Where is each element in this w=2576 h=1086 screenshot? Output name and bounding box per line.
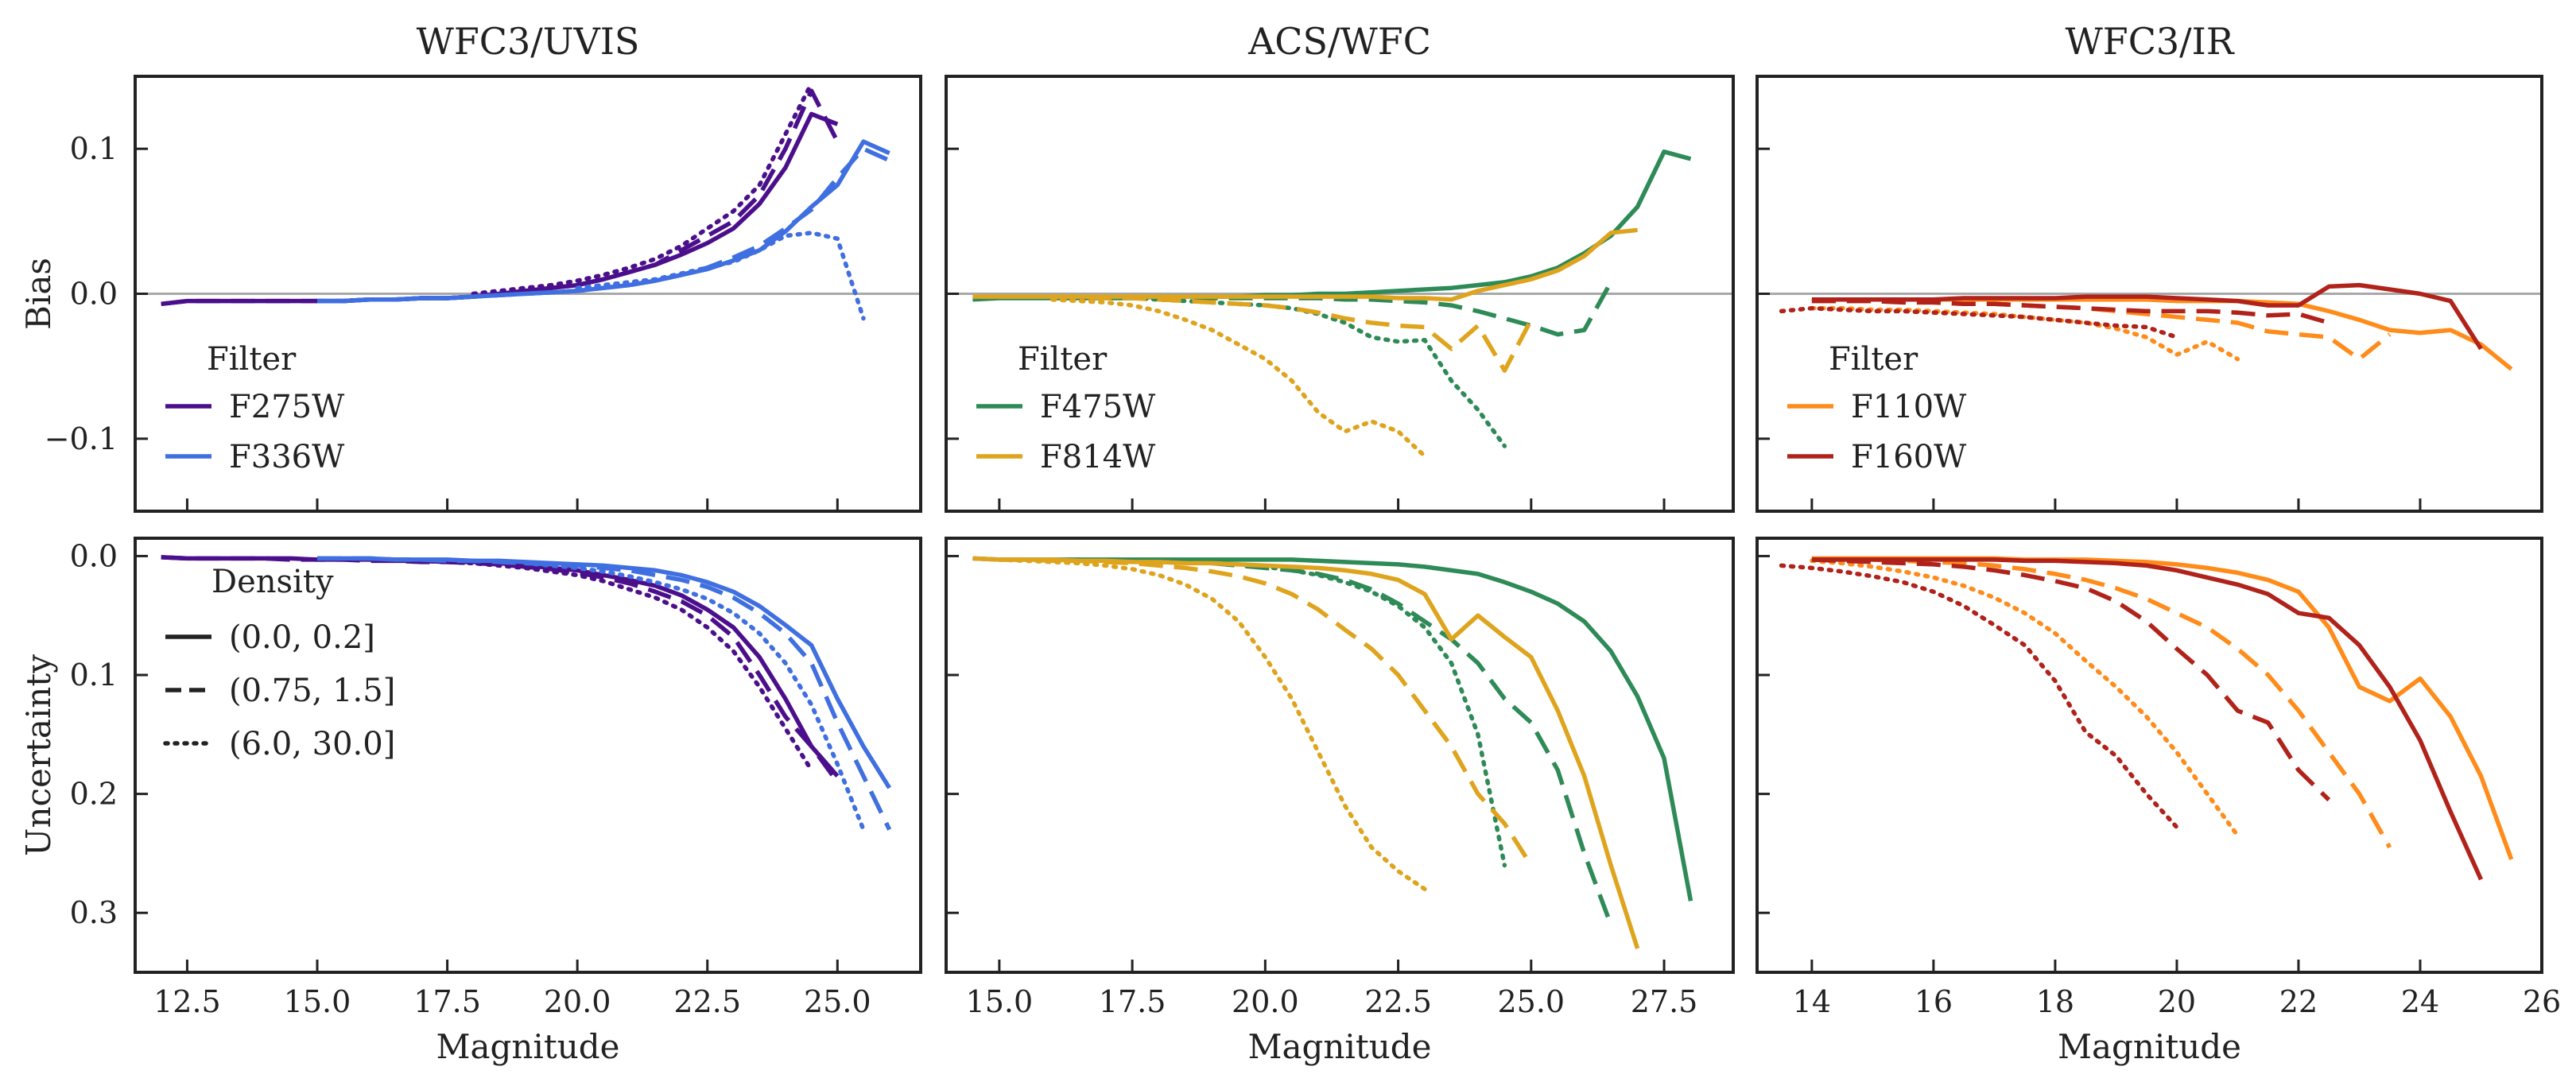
series-line-F336W-dotted bbox=[522, 560, 866, 832]
panel-bias-0: −0.1 0.0 0.1 Filter F275W F336W bbox=[45, 75, 922, 513]
series-line-F160W-solid bbox=[1811, 557, 2484, 881]
x-tick-label: 20.0 bbox=[544, 984, 611, 1019]
series-line-F275W-dotted bbox=[471, 81, 814, 297]
series-line-F336W-solid bbox=[317, 556, 892, 789]
panel-frame bbox=[945, 537, 1735, 974]
series-line-F110W-dotted bbox=[1810, 305, 2240, 362]
density-legend-title: Density bbox=[211, 564, 334, 600]
legend-label: F336W bbox=[229, 439, 344, 475]
legend-label: F160W bbox=[1851, 439, 1966, 475]
series-line-F110W-solid bbox=[1811, 556, 2514, 860]
series-line-F160W-dotted bbox=[1779, 305, 2179, 339]
series-group bbox=[972, 149, 1692, 459]
series-line-F814W-dashed bbox=[999, 557, 1534, 867]
y-axis-label: Uncertainty bbox=[19, 654, 58, 856]
y-tick-label: 0.1 bbox=[70, 131, 118, 166]
x-tick-label: 27.5 bbox=[1631, 984, 1698, 1019]
series-group bbox=[161, 555, 892, 832]
series-line-F160W-dashed bbox=[1811, 557, 2331, 802]
x-tick-label: 20 bbox=[2158, 984, 2196, 1019]
series-group bbox=[161, 81, 890, 321]
x-tick-label: 14 bbox=[1793, 984, 1831, 1019]
series-line-F814W-dotted bbox=[997, 557, 1427, 892]
x-tick-label: 20.0 bbox=[1232, 984, 1299, 1019]
x-tick-label: 22.5 bbox=[1364, 984, 1432, 1019]
series-group bbox=[972, 556, 1693, 949]
filter-legend-title: Filter bbox=[1829, 341, 1918, 378]
series-line-F475W-dashed bbox=[1105, 558, 1613, 926]
x-tick-label: 25.0 bbox=[804, 984, 871, 1019]
legend-label: F814W bbox=[1040, 439, 1155, 475]
column-title: WFC3/IR bbox=[2066, 20, 2235, 63]
legend-label: (0.0, 0.2] bbox=[229, 619, 375, 656]
series-line-F110W-dotted bbox=[1810, 558, 2240, 838]
x-tick-label: 17.5 bbox=[1099, 984, 1166, 1019]
x-axis-label: Magnitude bbox=[436, 1027, 619, 1066]
y-tick-label: 0.2 bbox=[70, 777, 118, 812]
series-line-F814W-solid bbox=[972, 227, 1638, 302]
filter-legend-title: Filter bbox=[207, 341, 297, 378]
series-line-F336W-dashed bbox=[317, 146, 890, 304]
x-tick-label: 18 bbox=[2036, 984, 2074, 1019]
series-line-F336W-dotted bbox=[575, 231, 866, 321]
series-line-F275W-dashed bbox=[161, 88, 840, 307]
x-tick-label: 22 bbox=[2279, 984, 2318, 1019]
x-axis-label: Magnitude bbox=[1247, 1027, 1431, 1066]
series-group bbox=[1779, 282, 2513, 371]
panel-uncertainty-0: 0.0 0.1 0.2 0.3 12.5 15.0 17.5 20.0 22.5 25.0 Dens… bbox=[70, 537, 922, 1019]
legend-label: (0.75, 1.5] bbox=[229, 673, 395, 709]
series-line-F275W-dotted bbox=[419, 558, 814, 773]
legend-label: F475W bbox=[1040, 389, 1155, 425]
y-tick-label: 0.1 bbox=[70, 657, 118, 692]
panel-frame bbox=[134, 537, 922, 974]
x-axis-label: Magnitude bbox=[2058, 1027, 2241, 1066]
panel-frame bbox=[1755, 537, 2543, 974]
series-line-F110W-dashed bbox=[1872, 557, 2392, 849]
x-tick-label: 25.0 bbox=[1498, 984, 1565, 1019]
series-line-F814W-dashed bbox=[1052, 294, 1534, 373]
y-tick-label: 0.0 bbox=[70, 538, 118, 573]
panel-bias-1: Filter F475W F814W bbox=[945, 75, 1735, 513]
column-title: WFC3/UVIS bbox=[417, 20, 640, 63]
series-line-F814W-dotted bbox=[1050, 297, 1427, 459]
legend-label: F110W bbox=[1851, 389, 1966, 425]
panel-uncertainty-1: 15.0 17.5 20.0 22.5 25.0 27.5 bbox=[945, 537, 1735, 1019]
panel-uncertainty-2: 14 16 18 20 22 24 26 bbox=[1755, 537, 2561, 1019]
x-tick-label: 22.5 bbox=[673, 984, 741, 1019]
x-tick-label: 15.0 bbox=[966, 984, 1034, 1019]
x-tick-label: 12.5 bbox=[153, 984, 221, 1019]
series-line-F336W-dashed bbox=[317, 556, 892, 831]
series-line-F160W-dashed bbox=[1811, 298, 2330, 325]
y-tick-label: 0.0 bbox=[70, 277, 118, 312]
series-line-F160W-dotted bbox=[1779, 563, 2179, 830]
series-line-F475W-solid bbox=[972, 149, 1692, 302]
legend-label: (6.0, 30.0] bbox=[229, 726, 395, 762]
x-tick-label: 26 bbox=[2523, 984, 2561, 1019]
x-tick-label: 15.0 bbox=[284, 984, 351, 1019]
series-group bbox=[1779, 556, 2514, 881]
y-tick-label: 0.3 bbox=[70, 895, 118, 930]
series-line-F814W-solid bbox=[972, 556, 1640, 949]
x-tick-label: 16 bbox=[1915, 984, 1953, 1019]
column-title: ACS/WFC bbox=[1247, 20, 1431, 63]
x-tick-label: 17.5 bbox=[413, 984, 481, 1019]
filter-legend-title: Filter bbox=[1018, 341, 1108, 378]
panel-bias-2: Filter F110W F160W bbox=[1755, 75, 2543, 513]
legend-label: F275W bbox=[229, 389, 344, 425]
y-tick-label: −0.1 bbox=[45, 421, 118, 456]
y-axis-label: Bias bbox=[19, 258, 58, 330]
x-tick-label: 24 bbox=[2401, 984, 2439, 1019]
series-line-F475W-dotted bbox=[1103, 294, 1507, 448]
series-line-F160W-solid bbox=[1811, 282, 2483, 351]
series-line-F475W-dotted bbox=[1156, 558, 1507, 868]
